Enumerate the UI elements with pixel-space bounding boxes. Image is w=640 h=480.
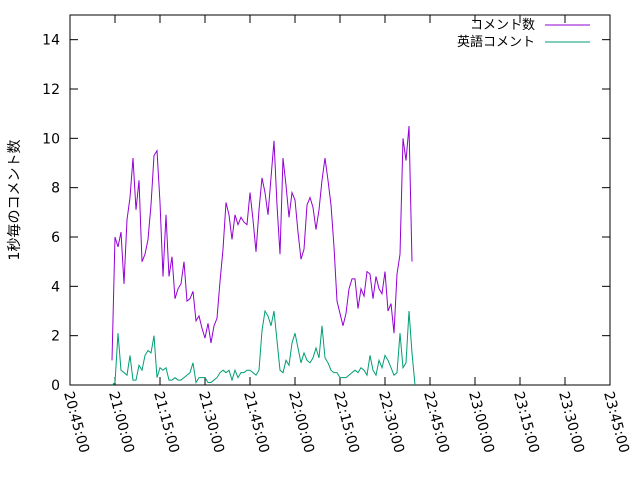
y-tick-label: 6: [51, 230, 60, 246]
x-tick-label: 23:30:00: [555, 390, 587, 455]
series-lines: [111, 125, 416, 386]
series-line-0: [111, 125, 413, 361]
legend: コメント数 英語コメント: [457, 18, 590, 50]
x-tick-label: 21:30:00: [195, 390, 227, 455]
x-tick-label: 23:00:00: [465, 390, 497, 455]
y-tick-label: 4: [51, 279, 60, 295]
x-tick-label: 21:00:00: [105, 390, 137, 455]
x-tick-label: 22:30:00: [375, 390, 407, 455]
y-tick-label: 12: [42, 82, 60, 98]
legend-label-english-comments: 英語コメント: [457, 34, 535, 50]
y-axis: 0 2 4 6 8 10 12 14: [42, 33, 610, 394]
legend-label-comments: コメント数: [470, 18, 535, 33]
x-tick-label: 20:45:00: [60, 390, 92, 455]
y-tick-label: 10: [42, 131, 60, 147]
y-tick-label: 14: [42, 33, 60, 49]
x-tick-label: 22:15:00: [330, 390, 362, 455]
series-line-1: [111, 309, 416, 386]
x-tick-label: 22:45:00: [420, 390, 452, 455]
x-tick-label: 21:45:00: [240, 390, 272, 455]
y-axis-label: 1秒毎のコメント数: [7, 140, 23, 261]
y-tick-label: 8: [51, 181, 60, 197]
x-tick-label: 23:15:00: [510, 390, 542, 455]
x-axis: 20:45:00 21:00:00 21:15:00 21:30:00 21:45:00…: [60, 15, 632, 455]
y-tick-label: 2: [51, 329, 60, 345]
y-tick-label: 0: [51, 378, 60, 394]
x-tick-label: 23:45:00: [600, 390, 632, 455]
x-tick-label: 22:00:00: [285, 390, 317, 455]
x-tick-label: 21:15:00: [150, 390, 182, 455]
